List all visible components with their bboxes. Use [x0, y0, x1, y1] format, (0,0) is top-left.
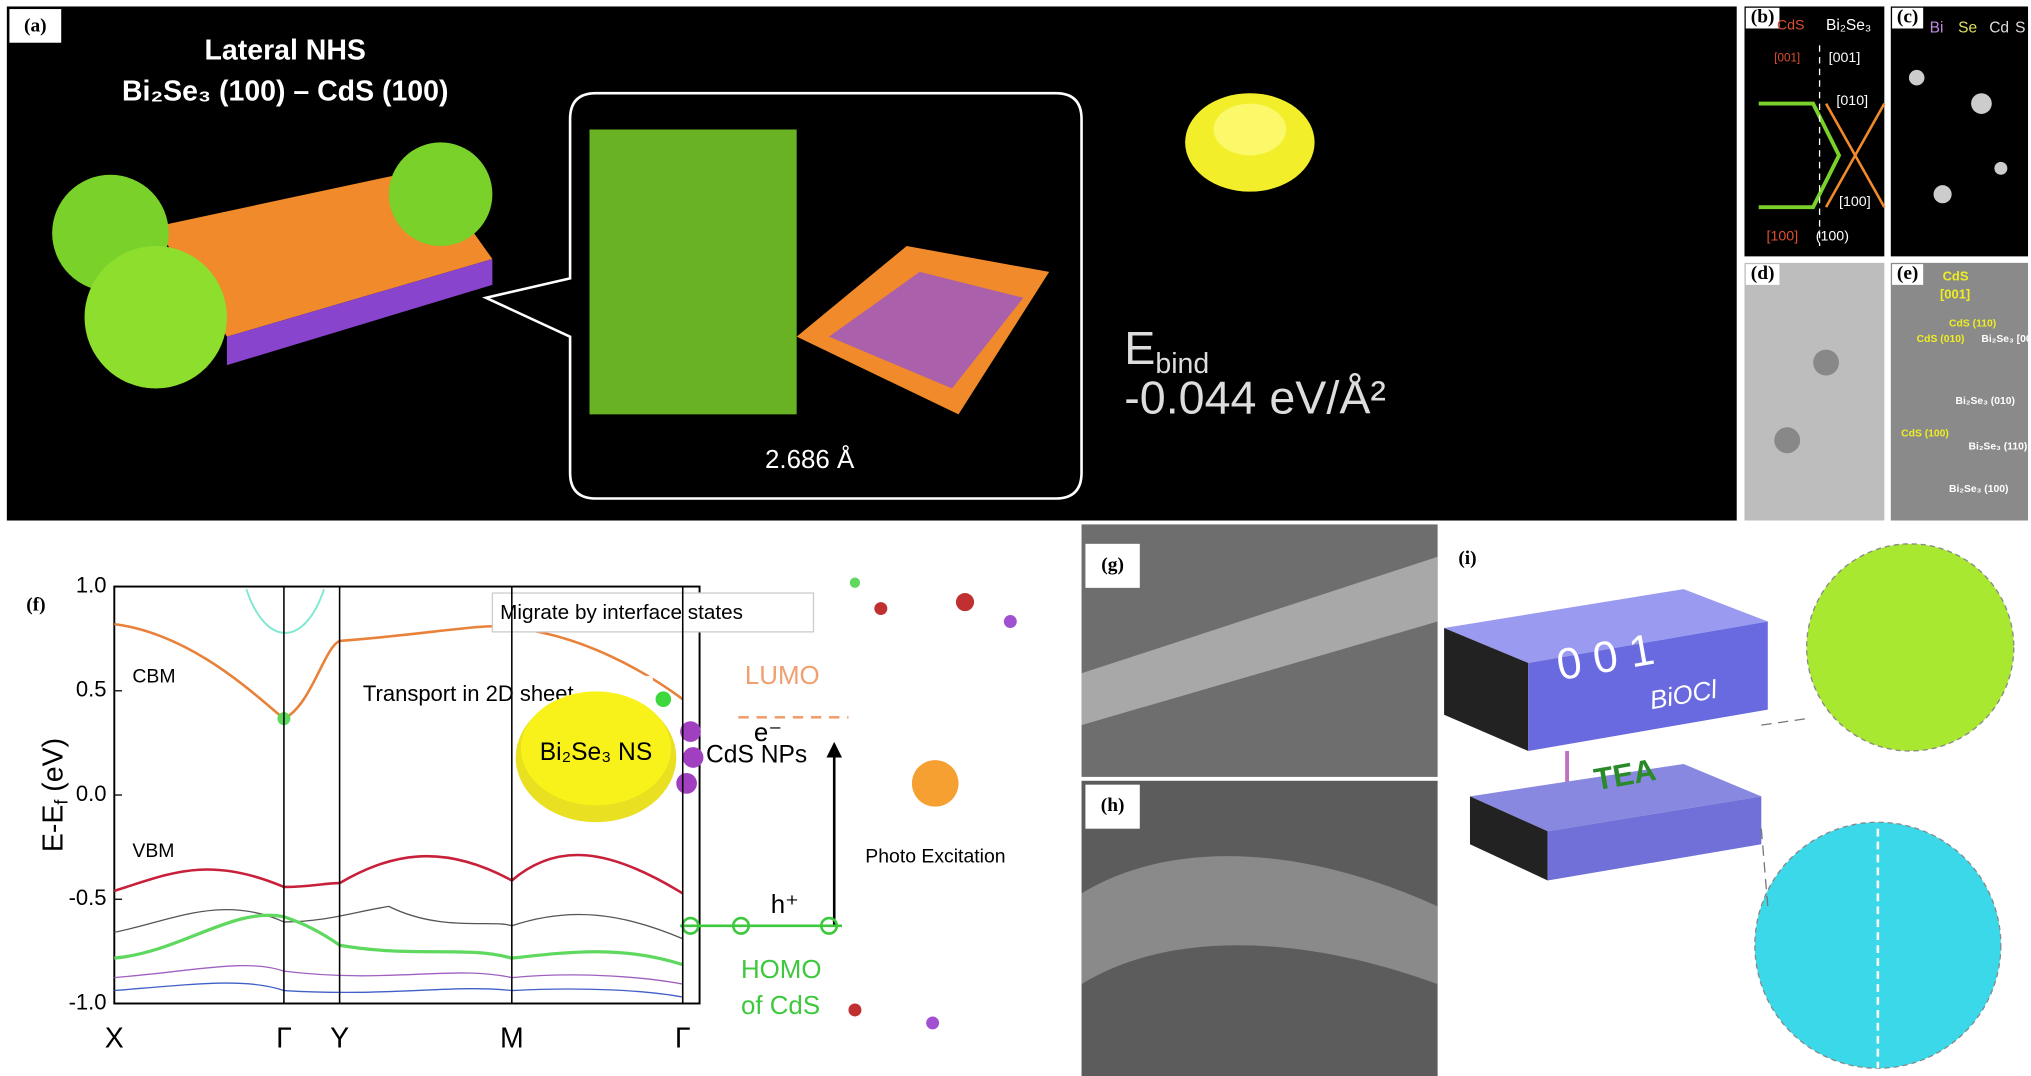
- inset-bubble: [481, 91, 1083, 500]
- panel-label: (c): [1897, 7, 1919, 28]
- energy-value: -0.044 eV/Å²: [1124, 372, 1386, 424]
- annotation: Bi₂Se₃ (100): [1949, 484, 2008, 495]
- element: S: [2015, 20, 2025, 37]
- label-box: [1085, 543, 1140, 588]
- annotation: HOMO: [741, 956, 822, 984]
- label-box: [1745, 264, 1780, 285]
- annotation: [001]: [1829, 50, 1861, 66]
- annotation: [100]: [1839, 194, 1871, 210]
- sem-feature: [1081, 556, 1438, 726]
- panel-label: (i): [1458, 548, 1476, 569]
- annotation: CdS NPs: [706, 742, 807, 769]
- y-tick-label: -1.0: [69, 989, 107, 1014]
- schematic: [1444, 543, 2015, 1069]
- panel-e-bg: [1890, 262, 2029, 521]
- interface-model: [589, 129, 1050, 415]
- label-box: [1745, 7, 1780, 29]
- x-tick-label: M: [500, 1022, 524, 1054]
- annotation: Bi₂Se₃ (110): [1968, 441, 2027, 452]
- annotation: h⁺: [771, 891, 799, 919]
- annotation: Bi₂Se₃ [001]: [1981, 334, 2031, 345]
- annotation: CdS: [1777, 18, 1805, 34]
- panel-label: (b): [1751, 7, 1775, 28]
- annotation: e⁻: [754, 719, 782, 747]
- x-tick-label: Γ: [276, 1022, 292, 1054]
- annotation: LUMO: [745, 662, 820, 690]
- annotation: CdS (100): [1901, 429, 1949, 440]
- x-tick-label: Γ: [675, 1022, 691, 1054]
- panel-label: (g): [1101, 554, 1124, 575]
- annotation: CdS (110): [1949, 318, 1996, 329]
- y-tick-label: 1.0: [76, 572, 107, 597]
- element: Cd: [1989, 20, 2009, 37]
- annotations: Migrate by interface states Transport in…: [132, 592, 1006, 1020]
- annotation: [010]: [1836, 93, 1868, 109]
- panel-b-lattice: [1758, 45, 1886, 247]
- annotation: (100): [1816, 229, 1849, 245]
- panel-label: (a): [24, 16, 47, 37]
- panel-e-annotations: CdS [001] CdS (010) CdS (110) Bi₂Se₃ [00…: [1901, 269, 2031, 496]
- nanosheet-model: [52, 142, 493, 389]
- annotation: CdS (010): [1917, 334, 1965, 345]
- label-box: [1085, 784, 1140, 829]
- y-axis-label: E-Ef (eV): [37, 738, 71, 852]
- particle-icon: [1185, 93, 1315, 192]
- annotation: of CdS: [741, 992, 820, 1020]
- panel-label: (d): [1751, 263, 1775, 284]
- title: Lateral NHS: [205, 34, 366, 66]
- annotation: [001]: [1774, 51, 1800, 64]
- x-tick-label: X: [105, 1022, 124, 1054]
- y-tick-label: 0.0: [76, 781, 107, 806]
- annotation: Migrate by interface states: [500, 601, 743, 624]
- label-box: [9, 9, 62, 43]
- annotation: [100]: [1766, 229, 1798, 245]
- annotation: Transport in 2D sheet: [363, 681, 574, 706]
- label-box: [1892, 7, 1924, 29]
- annotation: CBM: [132, 665, 175, 687]
- panel-d-bg: [1744, 262, 1885, 521]
- y-tick-label: -0.5: [69, 885, 107, 910]
- panel-label: (h): [1101, 795, 1125, 816]
- panel-label: (e): [1897, 263, 1919, 284]
- annotation: Bi₂Se₃: [1826, 17, 1871, 34]
- spots: [1774, 69, 2008, 454]
- annotation: Bi₂Se₃ NS: [540, 739, 653, 766]
- y-tick-label: 0.5: [76, 677, 107, 702]
- panel-b-bg: [1744, 6, 1885, 257]
- panel-label: (f): [26, 594, 45, 615]
- element: Bi: [1930, 20, 1944, 37]
- annotation: Bi₂Se₃ (010): [1956, 396, 2015, 407]
- bond-length: 2.686 Å: [765, 444, 855, 474]
- panel-c-bg: [1890, 6, 2029, 257]
- sem-feature: [1081, 856, 1438, 985]
- annotation: CdS: [1943, 269, 1969, 284]
- annotation: [001]: [1940, 287, 1970, 302]
- annotation: Photo Excitation: [865, 845, 1005, 867]
- element: Se: [1958, 20, 1977, 37]
- energy-label: Ebind: [1124, 323, 1209, 380]
- x-tick-label: Y: [330, 1022, 349, 1054]
- subtitle: Bi₂Se₃ (100) – CdS (100): [122, 76, 448, 108]
- annotation: VBM: [132, 840, 174, 862]
- atoms: [848, 577, 1017, 1030]
- label-box: [1892, 264, 1924, 285]
